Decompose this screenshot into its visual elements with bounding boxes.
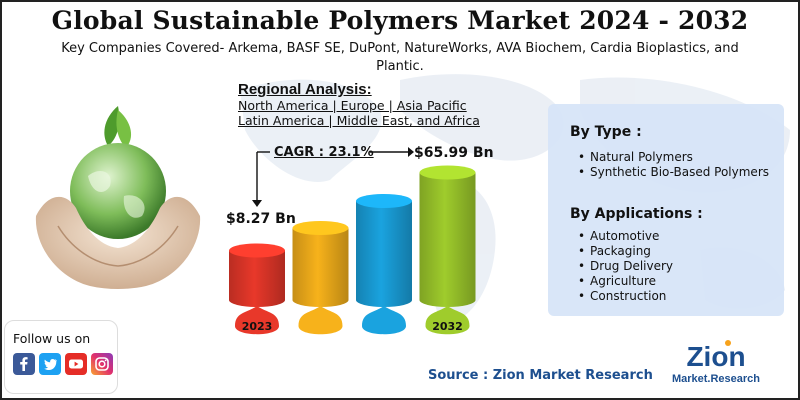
regional-line-2: Latin America | Middle East, and Africa bbox=[238, 113, 480, 128]
page-subtitle: Key Companies Covered- Arkema, BASF SE, … bbox=[61, 41, 739, 74]
social-icons bbox=[13, 353, 113, 375]
market-growth-chart: 2023 2032 bbox=[229, 147, 476, 335]
source-note: Source : Zion Market Research bbox=[428, 368, 653, 383]
by-type-list: Natural Polymers Synthetic Bio-Based Pol… bbox=[576, 150, 769, 180]
page-title: Global Sustainable Polymers Market 2024 … bbox=[51, 6, 749, 35]
bar-top bbox=[419, 165, 476, 180]
follow-us-box: Follow us on bbox=[4, 320, 118, 394]
by-applications-list: Automotive Packaging Drug Delivery Agric… bbox=[576, 229, 673, 304]
list-item: Automotive bbox=[576, 229, 673, 244]
list-item: Agriculture bbox=[576, 274, 673, 289]
year-pin-shape bbox=[362, 306, 406, 335]
regional-analysis: Regional Analysis: North America | Europ… bbox=[238, 81, 480, 128]
year-pin-segment-2 bbox=[298, 306, 343, 335]
segments-panel: By Type : Natural Polymers Synthetic Bio… bbox=[548, 104, 784, 316]
year-pin-shape bbox=[235, 306, 279, 335]
bar-2032 bbox=[419, 165, 476, 307]
bar-segment-2 bbox=[292, 221, 349, 307]
instagram-icon[interactable] bbox=[91, 353, 113, 375]
bar-body bbox=[229, 250, 285, 307]
facebook-icon[interactable] bbox=[13, 353, 35, 375]
follow-label: Follow us on bbox=[13, 331, 91, 346]
cagr-annotation: CAGR : 23.1% bbox=[274, 145, 374, 160]
bar-body bbox=[356, 201, 412, 307]
end-value-label: $65.99 Bn bbox=[414, 145, 494, 161]
bar-body bbox=[419, 172, 476, 307]
list-item: Natural Polymers bbox=[576, 150, 769, 165]
year-pin-shape bbox=[298, 306, 343, 335]
regional-line-1: North America | Europe | Asia Pacific bbox=[238, 98, 467, 113]
zion-logo: Zion Market.Research bbox=[672, 340, 760, 385]
start-value-label: $8.27 Bn bbox=[226, 211, 296, 227]
hands-globe-illustration bbox=[35, 106, 201, 289]
cagr-arrow-head-right bbox=[408, 147, 414, 157]
list-item: Construction bbox=[576, 289, 673, 304]
by-type-heading: By Type : bbox=[570, 124, 642, 140]
year-pin-2023: 2023 bbox=[235, 306, 279, 335]
bar-2023 bbox=[229, 243, 285, 307]
list-item: Packaging bbox=[576, 244, 673, 259]
bar-top bbox=[356, 194, 412, 208]
bar-body bbox=[292, 228, 349, 307]
list-item: Drug Delivery bbox=[576, 259, 673, 274]
bar-top bbox=[292, 221, 349, 235]
youtube-icon[interactable] bbox=[65, 353, 87, 375]
list-item: Synthetic Bio-Based Polymers bbox=[576, 165, 769, 180]
by-applications-heading: By Applications : bbox=[570, 206, 703, 222]
twitter-icon[interactable] bbox=[39, 353, 61, 375]
year-pin-shape bbox=[425, 306, 470, 335]
year-label: 2023 bbox=[242, 320, 273, 333]
year-label: 2032 bbox=[432, 320, 463, 333]
bar-top bbox=[229, 243, 285, 258]
year-pin-segment-3 bbox=[362, 306, 406, 335]
year-pin-2032: 2032 bbox=[425, 306, 470, 335]
bar-segment-3 bbox=[356, 194, 412, 307]
cagr-arrow-head-down bbox=[252, 200, 262, 207]
logo-sub-text: Market.Research bbox=[672, 373, 760, 385]
logo-main-text: Zion bbox=[686, 341, 745, 372]
regional-heading: Regional Analysis: bbox=[238, 81, 372, 98]
